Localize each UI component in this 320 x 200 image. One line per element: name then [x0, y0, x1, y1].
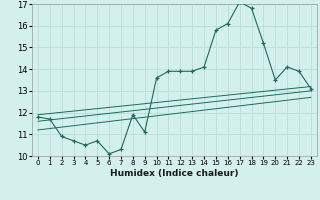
- X-axis label: Humidex (Indice chaleur): Humidex (Indice chaleur): [110, 169, 239, 178]
